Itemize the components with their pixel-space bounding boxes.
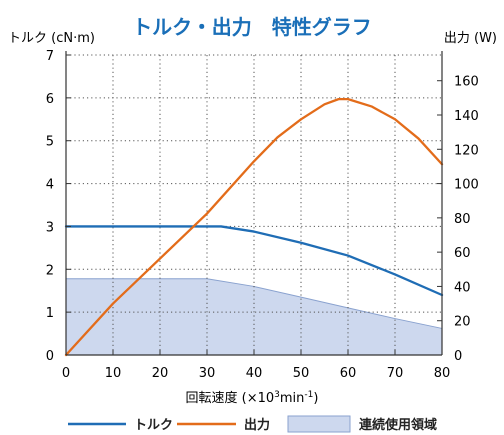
x-tick-label: 70 — [387, 366, 404, 381]
chart-title: トルク・出力 特性グラフ — [132, 15, 372, 39]
continuous-use-area-layer — [66, 278, 443, 355]
x-tick-label: 50 — [293, 366, 310, 381]
x-tick-label: 10 — [105, 366, 122, 381]
legend: トルク 出力 連続使用領域 — [68, 415, 437, 433]
y-left-tick-label: 5 — [46, 135, 54, 150]
y-right-tick-label: 160 — [454, 75, 479, 90]
y-left-tick-label: 3 — [46, 220, 54, 235]
x-tick-label: 40 — [246, 366, 263, 381]
legend-area-swatch — [287, 415, 351, 433]
legend-area-label: 連続使用領域 — [359, 417, 437, 433]
continuous-use-area — [66, 278, 442, 355]
x-axis-label-part: -1 — [304, 390, 313, 400]
y-left-tick-label: 6 — [46, 92, 54, 107]
y-right-axis-label: 出力 (W) — [444, 31, 497, 46]
legend-torque-label: トルク — [134, 418, 173, 433]
y-left-axis-label: トルク (cN·m) — [8, 31, 95, 46]
y-right-tick-label: 120 — [454, 143, 479, 158]
series-lines-layer — [64, 97, 444, 357]
y-right-tick-label: 20 — [454, 315, 471, 330]
y-left-tick-label: 2 — [46, 263, 54, 278]
y-right-tick-label: 0 — [454, 349, 462, 364]
y-right-tick-label: 80 — [454, 212, 471, 227]
x-tick-label: 60 — [340, 366, 357, 381]
x-tick-label: 0 — [62, 366, 70, 381]
x-axis-label-part: min — [280, 391, 305, 406]
x-axis-label: 回転速度 (×103min-1) — [186, 390, 319, 406]
y-left-tick-label: 7 — [46, 49, 54, 64]
y-right-tick-label: 40 — [454, 280, 471, 295]
x-axis-label-part: 回転速度 (×10 — [186, 390, 275, 406]
x-tick-label: 20 — [152, 366, 169, 381]
y-right-tick-label: 100 — [454, 178, 479, 193]
legend-output-label: 出力 — [244, 417, 270, 433]
series-line-output — [64, 97, 444, 357]
y-left-tick-label: 1 — [46, 306, 54, 321]
y-right-tick-label: 140 — [454, 109, 479, 124]
y-left-tick-label: 4 — [46, 178, 54, 193]
y-left-tick-label: 0 — [46, 349, 54, 364]
y-right-tick-label: 60 — [454, 246, 471, 261]
x-axis-label-part: ) — [313, 391, 318, 406]
x-tick-label: 80 — [434, 366, 451, 381]
axes-layer — [65, 51, 443, 356]
x-axis-label-part: 3 — [274, 390, 280, 400]
series-line-torque — [64, 225, 444, 297]
x-tick-label: 30 — [199, 366, 216, 381]
